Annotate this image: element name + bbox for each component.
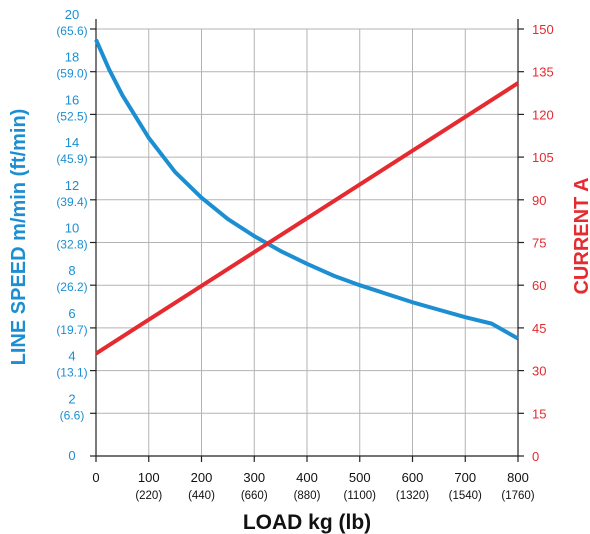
left-tick-sublabel: (19.7) [56,323,87,337]
left-tick-sublabel: (32.8) [56,238,87,252]
right-tick-label: 0 [532,449,539,464]
left-tick-sublabel: (52.5) [56,109,87,123]
right-tick-label: 30 [532,364,546,379]
series-layer [94,38,520,356]
left-axis-title: LINE SPEED m/min (ft/min) [8,109,30,366]
left-tick-label: 8 [68,263,75,278]
left-axis-ticks: 0 2 (6.6) 4 (13.1) 6 (19.7) 8 (26.2) 10 (32.8) 12 (3… [56,7,96,463]
x-tick-label: 400 [296,470,318,485]
right-tick-label: 45 [532,321,546,336]
left-tick-label: 4 [68,349,75,364]
x-tick-sublabel: (660) [241,490,268,502]
current-line [94,81,520,356]
grid-lines [96,28,518,456]
right-axis-ticks: 0 15 30 45 60 75 90 105 120 135 150 [518,22,554,464]
x-tick-sublabel: (1320) [396,490,429,502]
left-tick-label: 14 [65,135,79,150]
right-axis-title: CURRENT A [571,177,590,294]
right-tick-label: 135 [532,65,554,80]
left-tick-sublabel: (45.9) [56,152,87,166]
left-tick-label: 6 [68,306,75,321]
left-tick-sublabel: (6.6) [60,408,85,422]
right-tick-label: 90 [532,193,546,208]
x-tick-label: 600 [402,470,424,485]
left-tick-sublabel: (26.2) [56,280,87,294]
x-tick-label: 700 [454,470,476,485]
right-tick-label: 105 [532,150,554,165]
left-tick-sublabel: (65.6) [56,24,87,38]
right-tick-label: 120 [532,107,554,122]
x-tick-sublabel: (1100) [344,490,377,502]
x-tick-sublabel: (220) [135,490,162,502]
x-tick-label: 200 [191,470,213,485]
x-tick-sublabel: (440) [188,490,215,502]
x-tick-sublabel: (880) [294,490,321,502]
x-axis-title: LOAD kg (lb) [243,511,371,534]
x-tick-label: 0 [92,470,99,485]
x-tick-label: 100 [138,470,160,485]
x-tick-label: 300 [243,470,265,485]
right-tick-label: 15 [532,406,546,421]
right-tick-label: 150 [532,22,554,37]
x-tick-sublabel: (1760) [501,490,534,502]
left-tick-label: 16 [65,92,79,107]
right-tick-label: 75 [532,236,546,251]
x-tick-label: 800 [507,470,529,485]
left-tick-sublabel: (59.0) [56,67,87,81]
right-tick-label: 60 [532,278,546,293]
left-tick-label: 12 [65,178,79,193]
x-tick-sublabel: (1540) [449,490,482,502]
left-tick-sublabel: (39.4) [56,195,87,209]
left-tick-sublabel: (13.1) [56,366,87,380]
left-tick-label: 20 [65,7,79,22]
line-speed-line [94,38,519,341]
x-axis-ticks: 0 100 (220) 200 (440) 300 (660) 400 (880) 500 (110… [92,456,535,502]
left-tick-label: 10 [65,221,79,236]
left-tick-label: 2 [68,391,75,406]
left-tick-label: 18 [65,50,79,65]
x-tick-label: 500 [349,470,371,485]
left-tick-label: 0 [68,448,75,463]
